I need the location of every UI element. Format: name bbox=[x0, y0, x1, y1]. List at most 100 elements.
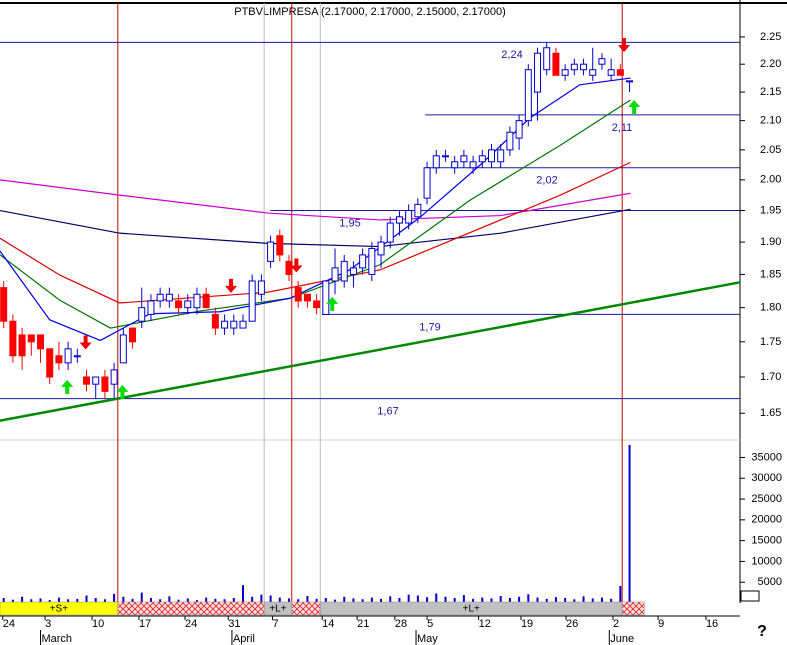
x-tick-label: 12 bbox=[479, 618, 491, 630]
volume-bar bbox=[370, 597, 373, 603]
volume-bar bbox=[131, 598, 134, 603]
volume-bar bbox=[407, 594, 410, 603]
scroll-box[interactable] bbox=[740, 590, 760, 602]
volume-tick-label: 35000 bbox=[751, 451, 782, 463]
volume-bar bbox=[380, 598, 383, 603]
volume-bar bbox=[527, 594, 530, 603]
signal-label: +L+ bbox=[463, 604, 480, 615]
sell-arrow bbox=[290, 258, 303, 273]
candle-body bbox=[230, 320, 238, 329]
volume-bar bbox=[223, 599, 226, 603]
volume-bar bbox=[472, 598, 475, 603]
buy-arrow bbox=[61, 379, 74, 394]
volume-bar bbox=[334, 599, 337, 603]
candle-body bbox=[460, 155, 468, 163]
volume-bar bbox=[11, 599, 14, 603]
y-tick-label: 1.65 bbox=[760, 407, 781, 419]
sell-arrow bbox=[225, 278, 238, 293]
candle-body bbox=[110, 369, 118, 385]
volume-bar bbox=[57, 597, 60, 603]
volume-tick-label: 15000 bbox=[751, 535, 782, 547]
candle-body bbox=[55, 355, 63, 364]
volume-tick-label: 30000 bbox=[751, 472, 782, 484]
moving-average bbox=[0, 161, 631, 304]
volume-bar bbox=[508, 598, 511, 603]
candle-body bbox=[165, 293, 173, 302]
candle-body bbox=[147, 300, 155, 315]
sell-arrow bbox=[618, 38, 631, 53]
candle-body bbox=[478, 155, 486, 163]
volume-bar bbox=[462, 595, 465, 603]
volume-bar bbox=[564, 598, 567, 603]
y-tick-label: 1.75 bbox=[760, 336, 781, 348]
candle-body bbox=[119, 334, 127, 364]
level-label: 2,24 bbox=[501, 49, 522, 61]
candle-body bbox=[451, 161, 459, 169]
volume-bar bbox=[536, 597, 539, 603]
candle-body bbox=[239, 320, 247, 329]
candle-body bbox=[129, 327, 137, 343]
volume-bar bbox=[251, 596, 254, 603]
x-tick-label: 21 bbox=[357, 618, 369, 630]
volume-bar bbox=[140, 592, 143, 603]
candle-body bbox=[497, 149, 505, 163]
candle-body bbox=[248, 280, 256, 322]
volume-bar bbox=[426, 597, 429, 603]
candle-body bbox=[313, 300, 321, 309]
y-tick-label: 1.90 bbox=[760, 236, 781, 248]
candle-body bbox=[524, 69, 532, 122]
volume-bar bbox=[232, 598, 235, 603]
volume-bar bbox=[85, 595, 88, 603]
candle-body bbox=[83, 376, 91, 385]
candle-body bbox=[331, 267, 339, 282]
volume-bar bbox=[30, 599, 33, 603]
volume-bar bbox=[619, 585, 622, 603]
moving-average bbox=[0, 208, 631, 248]
volume-bar bbox=[573, 599, 576, 603]
volume-bar bbox=[398, 598, 401, 603]
volume-bar bbox=[269, 595, 272, 603]
volume-bar bbox=[48, 600, 51, 603]
volume-bar bbox=[205, 597, 208, 603]
candle-body bbox=[193, 293, 201, 309]
candle-body bbox=[276, 235, 284, 256]
candle-body bbox=[36, 334, 44, 350]
volume-bar bbox=[499, 595, 502, 603]
candle-body bbox=[570, 63, 578, 71]
candle-body bbox=[515, 120, 523, 139]
volume-bar bbox=[591, 598, 594, 603]
volume-bar bbox=[324, 598, 327, 603]
moving-average bbox=[0, 179, 631, 221]
x-tick-label: 24 bbox=[3, 618, 15, 630]
candle-body bbox=[561, 69, 569, 76]
volume-bar bbox=[195, 600, 198, 603]
plot-area bbox=[0, 0, 740, 600]
candle-body bbox=[534, 52, 542, 93]
candle-body bbox=[156, 293, 164, 302]
candle-body bbox=[27, 334, 35, 343]
y-tick-label: 2.20 bbox=[760, 58, 781, 70]
x-tick-label: 5 bbox=[427, 618, 433, 630]
volume-bar bbox=[610, 598, 613, 603]
month-label: March bbox=[41, 633, 72, 645]
candle-body bbox=[626, 80, 634, 83]
candle-body bbox=[285, 260, 293, 275]
volume-tick-label: 25000 bbox=[751, 493, 782, 505]
candle-body bbox=[487, 149, 495, 163]
candle-body bbox=[257, 280, 265, 295]
volume-bar bbox=[444, 596, 447, 603]
volume-bar bbox=[288, 598, 291, 603]
help-mark[interactable]: ? bbox=[757, 623, 767, 640]
candle-body bbox=[441, 155, 449, 158]
candle-body bbox=[423, 167, 431, 199]
candle-body bbox=[73, 355, 81, 358]
candle-body bbox=[138, 307, 146, 322]
signal-label: +L+ bbox=[269, 604, 286, 615]
buy-arrow bbox=[326, 296, 339, 311]
volume-bar bbox=[113, 593, 116, 603]
x-tick-label: 7 bbox=[272, 618, 278, 630]
x-tick-label: 16 bbox=[706, 618, 718, 630]
signal-label: +S+ bbox=[50, 604, 69, 615]
volume-tick-label: 10000 bbox=[751, 555, 782, 567]
